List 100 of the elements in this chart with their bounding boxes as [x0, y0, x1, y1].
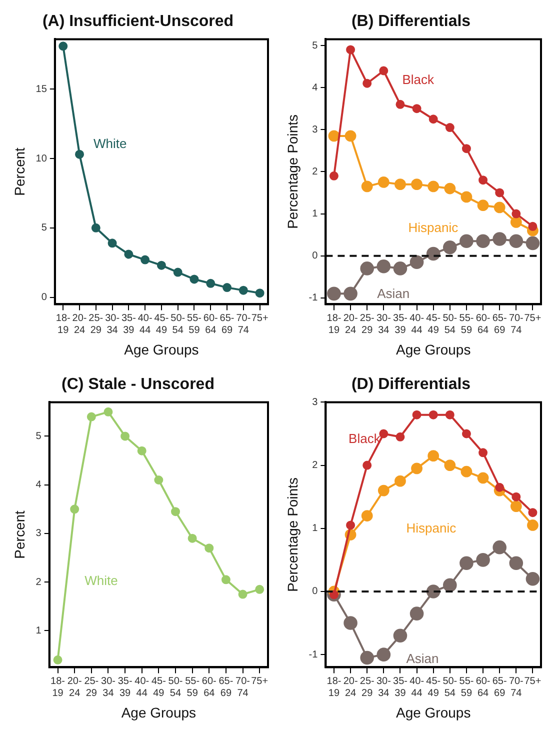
- point: [361, 180, 373, 192]
- x-tick-label: 20-24: [72, 312, 87, 336]
- point: [120, 432, 130, 441]
- point: [70, 504, 80, 514]
- point: [512, 492, 521, 502]
- x-tick-label: 60-64: [476, 312, 490, 336]
- y-tick-label: 2: [312, 166, 318, 178]
- point: [360, 262, 374, 276]
- point: [58, 42, 68, 51]
- point: [91, 223, 100, 232]
- x-tick-label: 65-69: [492, 676, 507, 699]
- x-tick-label: 18-19: [326, 312, 342, 336]
- point: [510, 500, 522, 512]
- x-tick-label: 60-64: [203, 312, 218, 336]
- point: [154, 476, 164, 484]
- y-axis-title: Percent: [11, 510, 28, 559]
- point: [171, 507, 180, 516]
- series-label: Asian: [406, 651, 439, 666]
- y-axis-title: Percentage Points: [284, 477, 300, 592]
- chart-title: (A) Insufficient-Unscored: [42, 13, 234, 30]
- x-tick-label: 55-59: [459, 312, 474, 336]
- point: [512, 209, 521, 218]
- point: [344, 130, 356, 142]
- point: [361, 510, 373, 522]
- point: [410, 255, 424, 270]
- point: [376, 259, 391, 274]
- x-tick-label: 55-59: [185, 676, 200, 699]
- x-tick-label: 35-39: [121, 312, 136, 336]
- point: [379, 66, 388, 76]
- x-axis-title: Age Groups: [396, 704, 471, 720]
- point: [238, 286, 248, 295]
- y-tick-label: 1: [312, 208, 318, 220]
- x-tick-label: 25-29: [88, 312, 104, 336]
- point: [206, 278, 216, 288]
- x-tick-label: 50-54: [442, 676, 458, 699]
- y-tick-label: -1: [308, 649, 318, 660]
- point: [428, 180, 440, 192]
- x-tick-label: 55-59: [187, 312, 202, 336]
- y-tick-label: 10: [36, 153, 48, 164]
- point: [327, 286, 341, 301]
- point: [378, 176, 390, 188]
- x-tick-label: 75+: [524, 312, 542, 324]
- x-tick-label: 30-34: [376, 312, 391, 336]
- point: [477, 200, 489, 212]
- x-tick-label: 65-69: [492, 312, 507, 336]
- point: [75, 150, 84, 159]
- series-label: Hispanic: [408, 220, 459, 235]
- x-tick-label: 50-54: [442, 312, 458, 336]
- point: [137, 446, 146, 456]
- x-tick-label: 18-19: [50, 676, 65, 699]
- y-tick-label: -1: [308, 292, 318, 304]
- x-axis-title: Age Groups: [121, 704, 196, 720]
- point: [460, 234, 474, 248]
- point: [190, 274, 199, 284]
- point: [328, 130, 340, 142]
- point: [255, 584, 264, 594]
- point: [460, 466, 472, 478]
- y-tick-label: 1: [312, 523, 318, 534]
- point: [393, 628, 408, 643]
- x-tick-label: 30-34: [376, 676, 391, 699]
- point: [86, 412, 96, 422]
- x-tick-label: 50-54: [170, 312, 186, 336]
- y-tick-label: 1: [36, 625, 42, 636]
- x-tick-label: 45-49: [154, 312, 169, 336]
- point: [460, 556, 474, 570]
- point: [344, 286, 358, 301]
- point: [492, 232, 506, 246]
- x-tick-label: 50-54: [168, 676, 183, 699]
- point: [124, 250, 134, 259]
- x-tick-label: 45-49: [151, 676, 166, 699]
- point: [509, 556, 524, 570]
- x-tick-label: 18-19: [56, 312, 70, 336]
- point: [204, 544, 214, 553]
- x-tick-label: 20-24: [67, 676, 82, 699]
- series-label: White: [94, 136, 127, 151]
- x-tick-label: 75+: [251, 312, 268, 324]
- x-tick-label: 25-29: [360, 676, 374, 699]
- point: [526, 236, 540, 250]
- point: [53, 655, 62, 664]
- point: [394, 475, 406, 487]
- point: [221, 575, 230, 584]
- point: [346, 520, 356, 530]
- point: [428, 114, 438, 124]
- y-axis-title: Percent: [11, 147, 28, 196]
- point: [495, 188, 504, 198]
- x-tick-label: 70-74: [236, 312, 251, 336]
- series-label: Asian: [377, 286, 410, 302]
- x-tick-label: 65-69: [220, 312, 234, 336]
- x-tick-label: 25-29: [360, 312, 374, 336]
- x-tick-label: 40-44: [138, 312, 152, 336]
- x-tick-label: 45-49: [426, 676, 441, 699]
- point: [396, 100, 405, 109]
- point: [411, 462, 422, 474]
- x-tick-label: 35-39: [392, 676, 408, 699]
- point: [360, 650, 374, 665]
- point: [527, 520, 538, 531]
- point: [509, 234, 524, 248]
- point: [396, 432, 405, 442]
- point: [188, 534, 197, 543]
- point: [238, 590, 248, 599]
